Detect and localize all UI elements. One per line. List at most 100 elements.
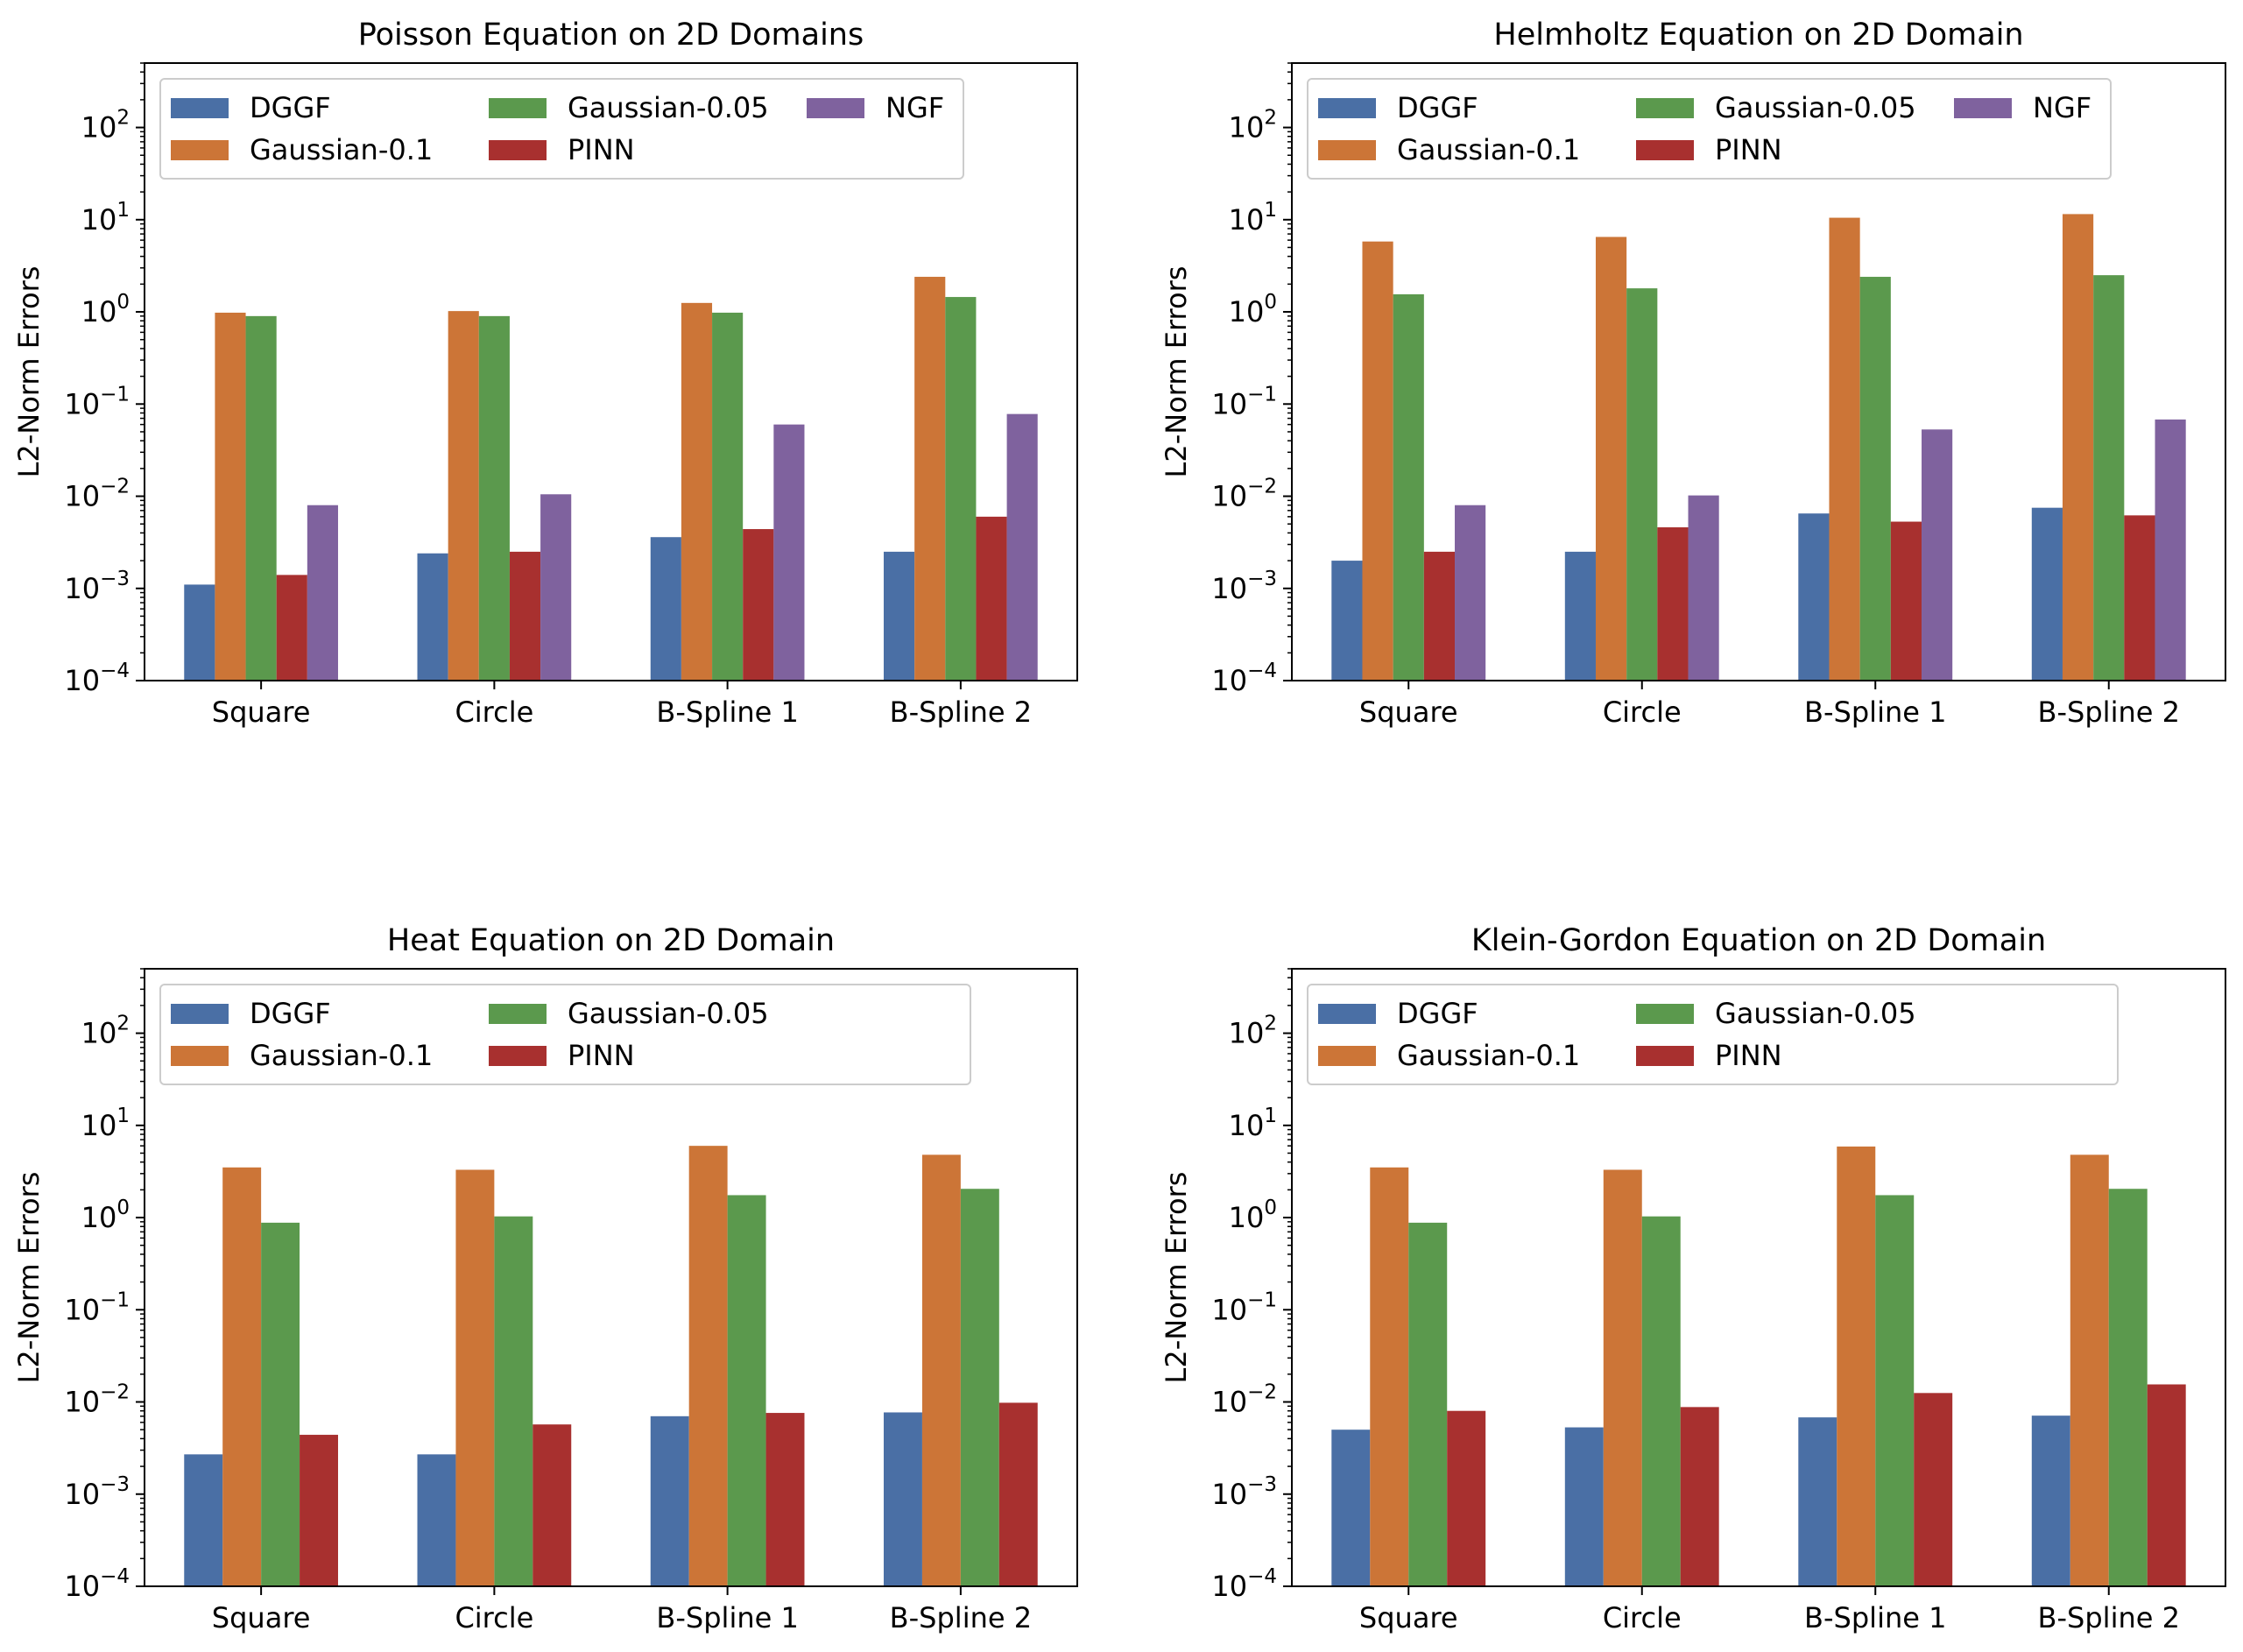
chart3-title: Klein-Gordon Equation on 2D Domain xyxy=(1471,923,2046,958)
chart0-bar-gaussian-0-05-b-spline-2 xyxy=(945,297,977,681)
chart0-legend-swatch-ngf xyxy=(807,98,864,118)
chart0-bar-gaussian-0-1-square xyxy=(215,312,246,681)
chart2-ylabel: L2-Norm Errors xyxy=(12,1172,46,1384)
chart1-xtick-label: B-Spline 2 xyxy=(2038,695,2180,729)
chart3-bar-pinn-b-spline-2 xyxy=(2147,1384,2186,1586)
chart1-bar-pinn-b-spline-1 xyxy=(1890,521,1922,681)
chart0-legend-label: Gaussian-0.1 xyxy=(250,133,433,166)
chart0-ytick-label: 100 xyxy=(81,291,130,328)
chart2-bar-dggf-b-spline-2 xyxy=(884,1412,922,1586)
chart0-bar-gaussian-0-1-b-spline-1 xyxy=(681,302,713,681)
chart1-legend-swatch-ngf xyxy=(1954,98,2012,118)
chart0-bar-pinn-square xyxy=(276,575,307,681)
chart2-legend-box xyxy=(159,984,971,1085)
chart1-bar-dggf-circle xyxy=(1564,551,1596,681)
chart1-bar-gaussian-0-1-b-spline-2 xyxy=(2062,214,2094,681)
chart3-legend-swatch-pinn xyxy=(1636,1046,1694,1066)
chart0-bars xyxy=(184,277,1038,681)
chart1-ytick-label: 100 xyxy=(1229,291,1277,328)
chart0-bar-gaussian-0-05-circle xyxy=(478,315,510,681)
chart2-bar-pinn-square xyxy=(300,1435,338,1586)
chart3-legend-swatch-dggf xyxy=(1318,1004,1376,1024)
chart0-legend: DGGF Gaussian-0.1 Gaussian-0.05 PINN NGF xyxy=(159,78,964,180)
chart2-ytick-label: 10−1 xyxy=(64,1288,130,1326)
chart1-legend-label: NGF xyxy=(2033,91,2091,124)
chart0-bar-pinn-circle xyxy=(509,551,541,681)
chart2-legend-swatch-gaussian-0-05 xyxy=(489,1004,547,1024)
chart1-legend-swatch-dggf xyxy=(1318,98,1376,118)
chart3-ytick-label: 10−4 xyxy=(1211,1565,1277,1603)
chart1-ytick-label: 102 xyxy=(1229,107,1277,145)
chart2-bar-dggf-square xyxy=(184,1454,223,1586)
chart0-legend-label: Gaussian-0.05 xyxy=(568,91,769,124)
chart3-ytick-label: 102 xyxy=(1229,1013,1277,1050)
chart1-bar-pinn-circle xyxy=(1657,527,1689,681)
chart3-xtick-label: Square xyxy=(1359,1601,1458,1634)
chart1-bar-pinn-square xyxy=(1423,551,1456,681)
chart0-bar-pinn-b-spline-2 xyxy=(976,516,1007,681)
chart2-axes-frame xyxy=(144,968,1078,1587)
chart2-bar-pinn-b-spline-1 xyxy=(765,1413,805,1586)
chart1-ytick-label: 10−3 xyxy=(1211,568,1277,605)
chart1-bar-gaussian-0-1-b-spline-1 xyxy=(1829,217,1860,681)
chart0-ytick-label: 10−3 xyxy=(64,568,130,605)
chart0-bar-ngf-b-spline-1 xyxy=(773,424,805,681)
chart0-legend-swatch-dggf xyxy=(171,98,229,118)
chart0-bar-gaussian-0-05-b-spline-1 xyxy=(712,312,744,681)
chart2-ytick-label: 10−4 xyxy=(64,1565,130,1603)
chart0-ytick-label: 10−1 xyxy=(64,383,130,420)
chart3-panel: Square Circle B-Spline 1 B-Spline 2 10−4 10−3… xyxy=(1160,923,2226,1634)
chart1-legend: DGGF Gaussian-0.1 Gaussian-0.05 PINN NGF xyxy=(1307,78,2112,180)
chart2-ytick-label: 102 xyxy=(81,1013,130,1050)
chart1-bar-gaussian-0-1-circle xyxy=(1595,237,1627,681)
chart1-ytick-label: 10−4 xyxy=(1211,660,1277,697)
chart1-bar-gaussian-0-05-b-spline-1 xyxy=(1859,277,1891,681)
chart0-legend-box xyxy=(159,78,964,180)
chart2-legend-label: PINN xyxy=(568,1039,635,1072)
chart0-legend-label: DGGF xyxy=(250,91,331,124)
chart1-ylabel: L2-Norm Errors xyxy=(1160,266,1193,478)
chart0-ylabel: L2-Norm Errors xyxy=(12,266,46,478)
chart1-legend-box xyxy=(1307,78,2112,180)
chart2-title: Heat Equation on 2D Domain xyxy=(387,923,835,958)
chart0-ytick-label: 10−4 xyxy=(64,660,130,697)
chart1-bar-ngf-square xyxy=(1455,505,1486,681)
chart2-legend-swatch-gaussian-0-1 xyxy=(171,1046,229,1066)
chart2-legend-label: Gaussian-0.1 xyxy=(250,1039,433,1072)
chart2-bar-gaussian-0-05-circle xyxy=(494,1216,533,1586)
chart2-ytick-label: 10−3 xyxy=(64,1473,130,1511)
chart0-bar-ngf-square xyxy=(307,505,338,681)
chart3-bar-pinn-circle xyxy=(1680,1407,1719,1586)
chart0-bar-ngf-b-spline-2 xyxy=(1006,413,1038,681)
chart0-bar-gaussian-0-1-circle xyxy=(448,311,479,681)
chart2-bar-pinn-circle xyxy=(533,1424,572,1586)
chart0-legend-swatch-gaussian-0-05 xyxy=(489,98,547,118)
chart3-legend-label: DGGF xyxy=(1397,997,1478,1030)
chart1-title: Helmholtz Equation on 2D Domain xyxy=(1493,18,2023,53)
chart3-bar-gaussian-0-05-b-spline-2 xyxy=(2108,1189,2148,1586)
chart3-bar-gaussian-0-1-b-spline-2 xyxy=(2070,1154,2109,1586)
chart0-bar-gaussian-0-1-b-spline-2 xyxy=(914,277,946,681)
chart3-bar-dggf-b-spline-1 xyxy=(1798,1417,1837,1586)
chart2-panel: Square Circle B-Spline 1 B-Spline 2 10−4 10−3… xyxy=(12,923,1078,1634)
chart1-bar-gaussian-0-05-circle xyxy=(1626,288,1658,681)
chart3-xtick-label: Circle xyxy=(1603,1601,1682,1634)
chart0-bar-dggf-square xyxy=(184,584,215,681)
chart1-ytick-label: 10−1 xyxy=(1211,383,1277,420)
chart2-bar-gaussian-0-1-square xyxy=(222,1167,262,1586)
chart0-xtick-label: B-Spline 2 xyxy=(890,695,1032,729)
chart1-legend-label: Gaussian-0.1 xyxy=(1397,133,1580,166)
chart0-panel: Square Circle B-Spline 1 B-Spline 2 10−4 10−3… xyxy=(12,18,1078,729)
chart2-legend-label: DGGF xyxy=(250,997,331,1030)
chart3-ytick-label: 10−1 xyxy=(1211,1288,1277,1326)
chart3-legend-box xyxy=(1307,984,2119,1085)
chart1-bar-gaussian-0-05-b-spline-2 xyxy=(2093,275,2125,681)
chart2-xtick-label: Circle xyxy=(455,1601,533,1634)
chart0-axes-frame xyxy=(144,62,1078,681)
chart0-legend-label: NGF xyxy=(885,91,944,124)
chart2-xtick-label: B-Spline 1 xyxy=(656,1601,798,1634)
chart0-bar-dggf-b-spline-1 xyxy=(650,537,681,681)
chart2-bars xyxy=(184,1146,1038,1586)
chart3-legend-label: Gaussian-0.05 xyxy=(1715,997,1916,1030)
